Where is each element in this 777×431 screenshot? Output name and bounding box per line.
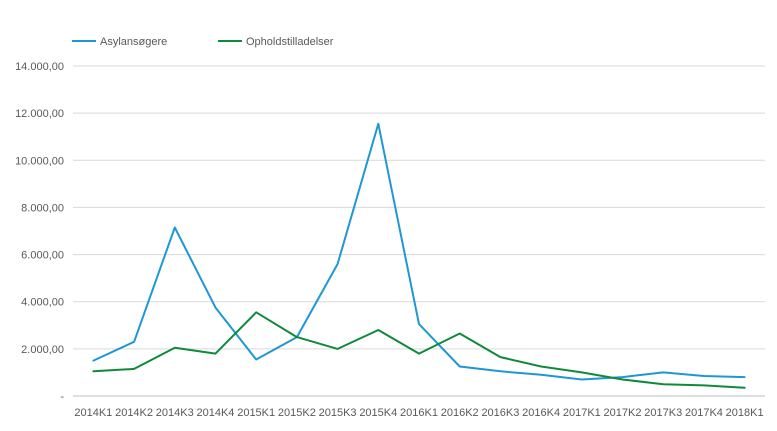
legend: Asylansøgere Opholdstilladelser <box>72 36 334 48</box>
y-tick-label: 6.000,00 <box>21 250 64 262</box>
y-tick-label: - <box>60 391 64 403</box>
y-tick-label: 10.000,00 <box>15 155 64 167</box>
x-tick-label: 2016K2 <box>441 407 479 419</box>
x-tick-label: 2014K2 <box>115 407 153 419</box>
x-tick-label: 2015K3 <box>319 407 357 419</box>
y-tick-label: 4.000,00 <box>21 297 64 309</box>
x-tick-label: 2017K2 <box>604 407 642 419</box>
x-tick-label: 2015K1 <box>237 407 275 419</box>
x-tick-label: 2016K4 <box>522 407 560 419</box>
gridlines <box>73 65 765 350</box>
series-line-opholdstilladelser <box>92 311 746 389</box>
x-tick-label: 2017K3 <box>644 407 682 419</box>
x-tick-label: 2016K3 <box>481 407 519 419</box>
legend-label-asylansogere: Asylansøgere <box>100 36 167 48</box>
x-tick-label: 2016K1 <box>400 407 438 419</box>
y-axis: - 2.000,00 4.000,00 6.000,00 8.000,00 10.000,… <box>15 61 64 403</box>
x-tick-label: 2018K1 <box>726 407 764 419</box>
y-tick-label: 12.000,00 <box>15 108 64 120</box>
x-tick-label: 2014K3 <box>156 407 194 419</box>
x-tick-label: 2015K4 <box>359 407 397 419</box>
x-tick-label: 2017K4 <box>685 407 723 419</box>
series-lines <box>92 122 746 389</box>
y-tick-label: 2.000,00 <box>21 344 64 356</box>
x-tick-label: 2014K1 <box>74 407 112 419</box>
y-tick-label: 14.000,00 <box>15 61 64 73</box>
x-tick-label: 2015K2 <box>278 407 316 419</box>
series-line-asylansogere <box>92 122 746 381</box>
x-axis: 2014K1 2014K2 2014K3 2014K4 2015K1 2015K2 2015… <box>73 395 765 419</box>
x-tick-label: 2017K1 <box>563 407 601 419</box>
y-tick-label: 8.000,00 <box>21 202 64 214</box>
x-tick-label: 2014K4 <box>197 407 235 419</box>
legend-label-opholdstilladelser: Opholdstilladelser <box>246 36 334 48</box>
